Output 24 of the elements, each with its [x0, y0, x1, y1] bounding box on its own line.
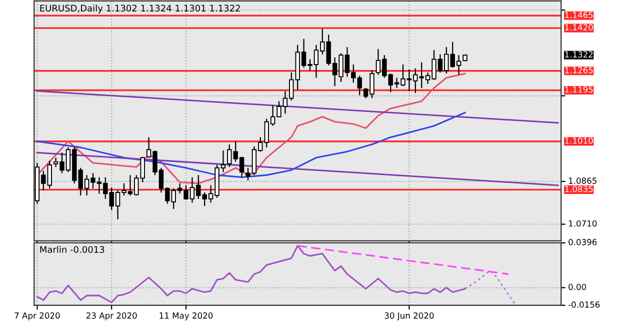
candlestick — [227, 144, 232, 168]
y-tick-label: 1.0710 — [568, 220, 597, 227]
text: 1.1322 — [565, 51, 593, 58]
x-tick-label: 7 Apr 2020 — [14, 312, 60, 320]
y-tick-label: 0.00 — [568, 284, 586, 290]
x-tick-label: 30 Jun 2020 — [384, 312, 434, 320]
annotation: Marlin -0.0013 — [40, 246, 104, 253]
candlestick — [47, 160, 52, 189]
line-series — [464, 270, 516, 304]
chart-title: EURUSD,Daily 1.1302 1.1324 1.1301 1.1322 — [40, 4, 240, 14]
ref-line-label: 1.1465 — [565, 12, 593, 18]
x-tick-label: 11 May 2020 — [160, 312, 213, 320]
x-tick-label: 23 Apr 2020 — [86, 312, 137, 320]
y-tick-label: -0.0156 — [568, 301, 600, 308]
ref-line-label: 1.1420 — [565, 24, 593, 30]
y-tick-label: 1.0865 — [568, 178, 596, 184]
line-series — [36, 244, 466, 304]
line-series — [36, 112, 466, 178]
ref-line-label: 1.0835 — [565, 186, 593, 192]
candlestick — [357, 75, 362, 96]
ref-line-label: 1.1010 — [565, 137, 593, 144]
y-tick-label: 0.0396 — [568, 238, 597, 246]
ref-line-label: 1.1195 — [565, 86, 593, 93]
ref-line-label: 1.1265 — [565, 67, 593, 74]
